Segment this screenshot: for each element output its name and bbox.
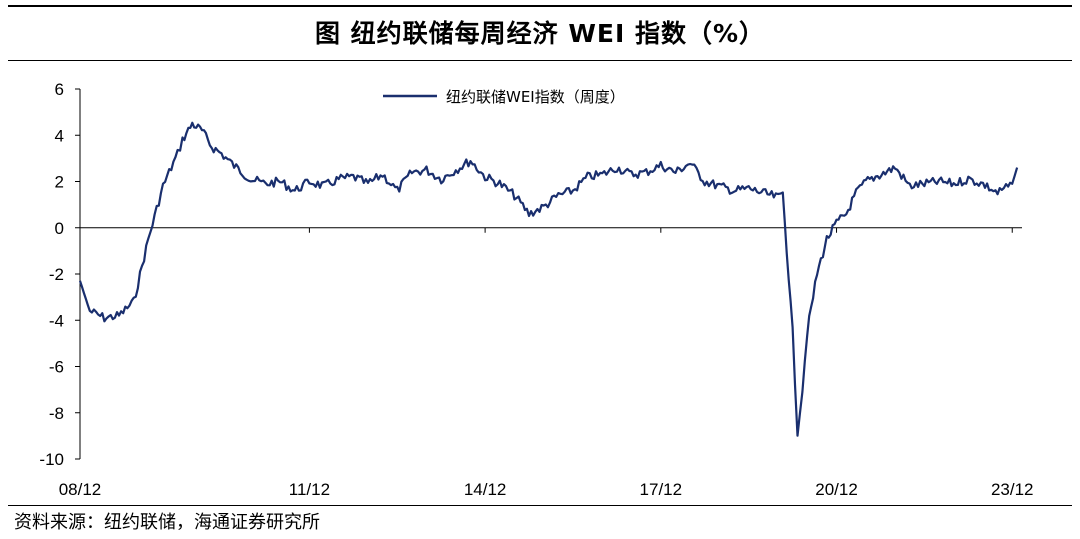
x-tick-label: 08/12 [59,480,102,499]
y-tick-label: 2 [55,173,64,192]
x-tick-label: 23/12 [991,480,1034,499]
y-tick-label: 0 [55,219,64,238]
series-layer [78,121,1019,437]
y-tick-label: -2 [49,265,64,284]
x-tick-label: 14/12 [464,480,507,499]
y-tick-label: 4 [55,126,64,145]
y-tick-label: -4 [49,311,64,330]
x-tick-label: 11/12 [289,480,330,499]
legend: 纽约联储WEI指数（周度） [383,88,625,106]
chart-title: 图 纽约联储每周经济 WEI 指数（%） [314,19,766,48]
y-tick-label: -6 [49,358,64,377]
x-tick-label: 20/12 [815,480,858,499]
bottom-rule [8,505,1072,506]
y-tick-label: -10 [39,450,64,469]
title-rule [8,60,1072,61]
y-tick-label: 6 [55,80,64,99]
top-rule [8,5,1072,7]
series-line [78,121,1019,437]
source-note: 资料来源：纽约联储，海通证券研究所 [14,512,320,533]
axes: -10 -8 -6 -4 -2 0 2 4 6 08/12 11/12 14/12 17/12 20/12… [39,80,1033,499]
y-tick-label: -8 [49,404,64,423]
legend-label: 纽约联储WEI指数（周度） [446,88,625,106]
x-tick-label: 17/12 [640,480,683,499]
